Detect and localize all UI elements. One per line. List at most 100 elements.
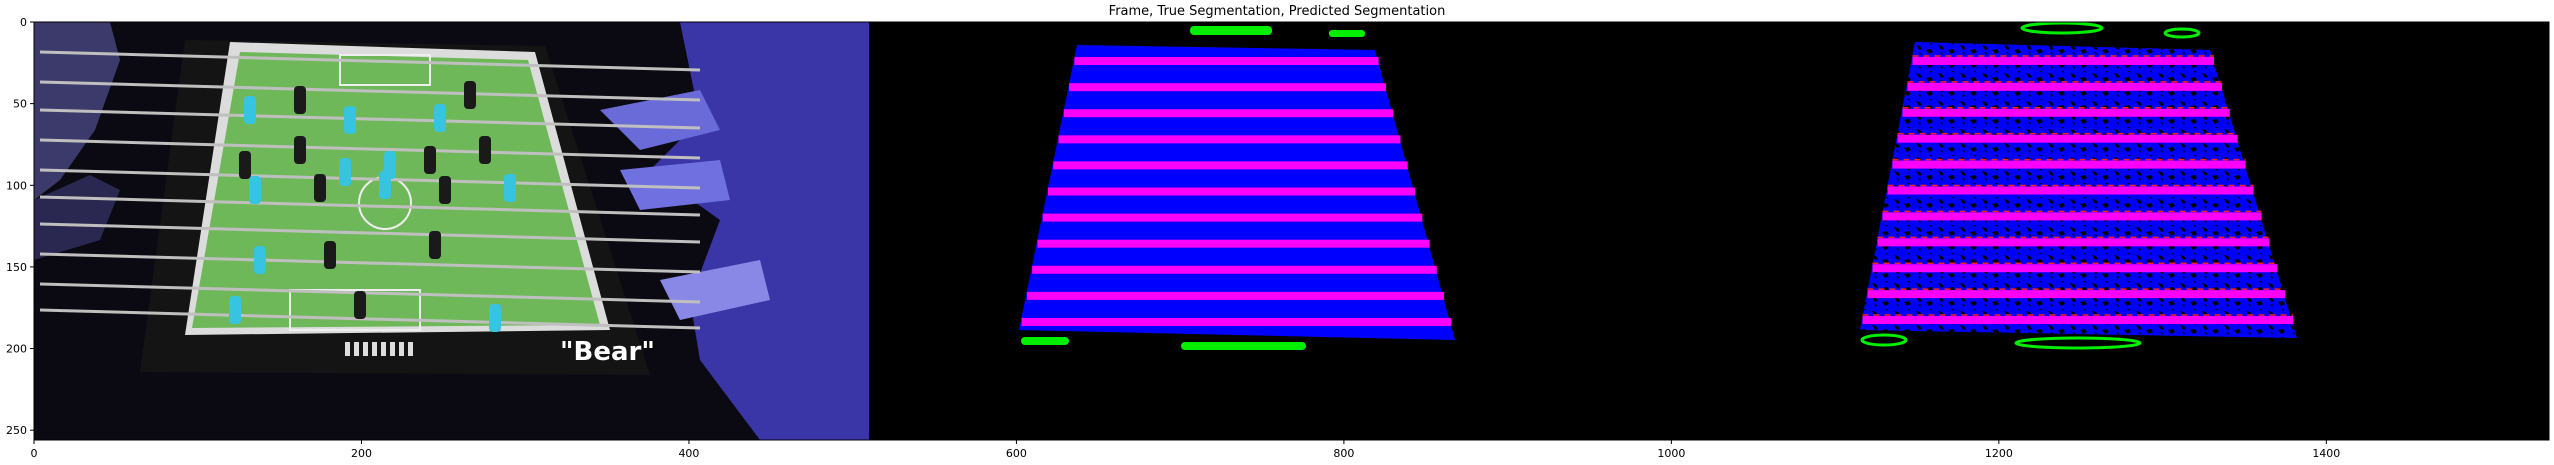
frame-rod bbox=[39, 308, 701, 330]
rod-stripe bbox=[1892, 160, 2246, 169]
foosball-figure bbox=[424, 146, 436, 174]
foosball-figure bbox=[354, 291, 366, 319]
frame-players bbox=[229, 81, 516, 332]
rod-stripe bbox=[1887, 186, 2254, 195]
foosball-figure bbox=[429, 231, 441, 259]
foosball-figure bbox=[489, 304, 501, 332]
frame-rod bbox=[39, 195, 701, 217]
y-tick-label: 50 bbox=[13, 98, 27, 111]
right-hand-middle bbox=[620, 160, 730, 210]
figure-title: Frame, True Segmentation, Predicted Segm… bbox=[1108, 4, 1446, 19]
frame-rods bbox=[39, 50, 701, 330]
foosball-figure bbox=[464, 81, 476, 109]
goal-box-bottom bbox=[289, 289, 421, 331]
rod-stripe bbox=[1048, 187, 1415, 196]
rod-stripe bbox=[1872, 264, 2278, 273]
goal-counter-bead bbox=[399, 342, 404, 356]
foosball-figure bbox=[434, 104, 446, 132]
frame-rod bbox=[39, 252, 701, 274]
frame-rod bbox=[39, 168, 701, 190]
rod-stripe bbox=[1897, 134, 2238, 143]
pred-handle-top-left bbox=[2020, 21, 2104, 35]
foosball-figure bbox=[379, 171, 391, 199]
y-tick-label: 100 bbox=[6, 179, 27, 192]
rod-stripe bbox=[1063, 109, 1394, 118]
rod-stripe bbox=[1058, 135, 1401, 144]
frame-rod bbox=[39, 138, 701, 160]
predicted-rod-stripes bbox=[1862, 55, 2294, 325]
foosball-figure bbox=[504, 174, 516, 202]
frame-rod bbox=[39, 222, 701, 244]
true-handle-bottom-left bbox=[1021, 337, 1069, 345]
true-handle-top-right bbox=[1329, 30, 1365, 37]
foosball-figure bbox=[324, 241, 336, 269]
foosball-figure bbox=[479, 136, 491, 164]
x-tick-label: 200 bbox=[351, 447, 372, 460]
predicted-segmentation-panel bbox=[1860, 21, 2297, 350]
rod-stripe bbox=[1037, 239, 1430, 248]
goal-counter-bead bbox=[354, 342, 359, 356]
foosball-figure bbox=[294, 136, 306, 164]
y-tick-label: 200 bbox=[6, 343, 27, 356]
x-tick-label: 600 bbox=[1006, 447, 1027, 460]
rod-stripe bbox=[1867, 290, 2286, 299]
frame-rod bbox=[39, 50, 701, 72]
foosball-figure bbox=[344, 106, 356, 134]
x-tick-label: 400 bbox=[678, 447, 699, 460]
x-tick-label: 1000 bbox=[1657, 447, 1685, 460]
goal-counter-bead bbox=[408, 342, 413, 356]
frame-rod bbox=[39, 80, 701, 102]
rod-stripe bbox=[1877, 238, 2270, 247]
foosball-figure bbox=[229, 296, 241, 324]
goal-counter-bead bbox=[372, 342, 377, 356]
rod-stripe bbox=[1882, 212, 2262, 221]
frame-panel: "Bear" bbox=[34, 22, 869, 440]
true-segmentation-panel bbox=[1019, 26, 1455, 350]
true-rod-stripes bbox=[1021, 57, 1452, 326]
pred-handle-bottom-middle bbox=[2014, 336, 2142, 350]
goal-counter-bead bbox=[345, 342, 350, 356]
right-hand-upper bbox=[600, 90, 720, 150]
frame-rod bbox=[39, 108, 701, 130]
true-handle-bottom-middle bbox=[1181, 342, 1306, 350]
x-axis-ticks: 0 200 400 600 800 1000 1200 1400 bbox=[31, 440, 2340, 460]
goal-box-top bbox=[339, 54, 431, 86]
goal-counter-bead bbox=[363, 342, 368, 356]
axes-frame bbox=[33, 21, 2550, 441]
y-tick-label: 150 bbox=[6, 261, 27, 274]
rod-stripe bbox=[1902, 108, 2230, 117]
x-tick-label: 1200 bbox=[1985, 447, 2013, 460]
frame-rod bbox=[39, 282, 701, 304]
foosball-figure bbox=[249, 176, 261, 204]
rod-stripe bbox=[1912, 56, 2214, 65]
foosball-figure bbox=[314, 174, 326, 202]
rod-stripe bbox=[1862, 316, 2294, 325]
foosball-figure bbox=[254, 246, 266, 274]
rod-stripe bbox=[1053, 161, 1408, 170]
goal-counter-bead bbox=[390, 342, 395, 356]
bottom-handles bbox=[345, 342, 413, 356]
rod-stripe bbox=[1907, 82, 2222, 91]
goal-counter-bead bbox=[381, 342, 386, 356]
rod-stripe bbox=[1021, 317, 1452, 326]
y-axis-ticks: 0 50 100 150 200 250 bbox=[6, 16, 34, 437]
rod-stripe bbox=[1032, 265, 1437, 274]
foosball-figure bbox=[294, 86, 306, 114]
x-tick-label: 800 bbox=[1333, 447, 1354, 460]
foosball-figure bbox=[244, 96, 256, 124]
y-tick-label: 0 bbox=[20, 16, 27, 29]
rod-stripe bbox=[1042, 213, 1423, 222]
foosball-figure bbox=[339, 158, 351, 186]
right-hand-lower bbox=[660, 260, 770, 320]
pred-handle-top-right bbox=[2163, 27, 2201, 39]
rod-stripe bbox=[1069, 83, 1386, 92]
y-tick-label: 250 bbox=[6, 424, 27, 437]
rod-stripe bbox=[1026, 291, 1445, 300]
bear-caption: "Bear" bbox=[560, 337, 655, 367]
rod-stripe bbox=[1074, 57, 1379, 66]
pred-handle-bottom-left bbox=[1860, 333, 1908, 347]
x-tick-label: 0 bbox=[31, 447, 38, 460]
foosball-figure bbox=[439, 176, 451, 204]
x-tick-label: 1400 bbox=[2312, 447, 2340, 460]
